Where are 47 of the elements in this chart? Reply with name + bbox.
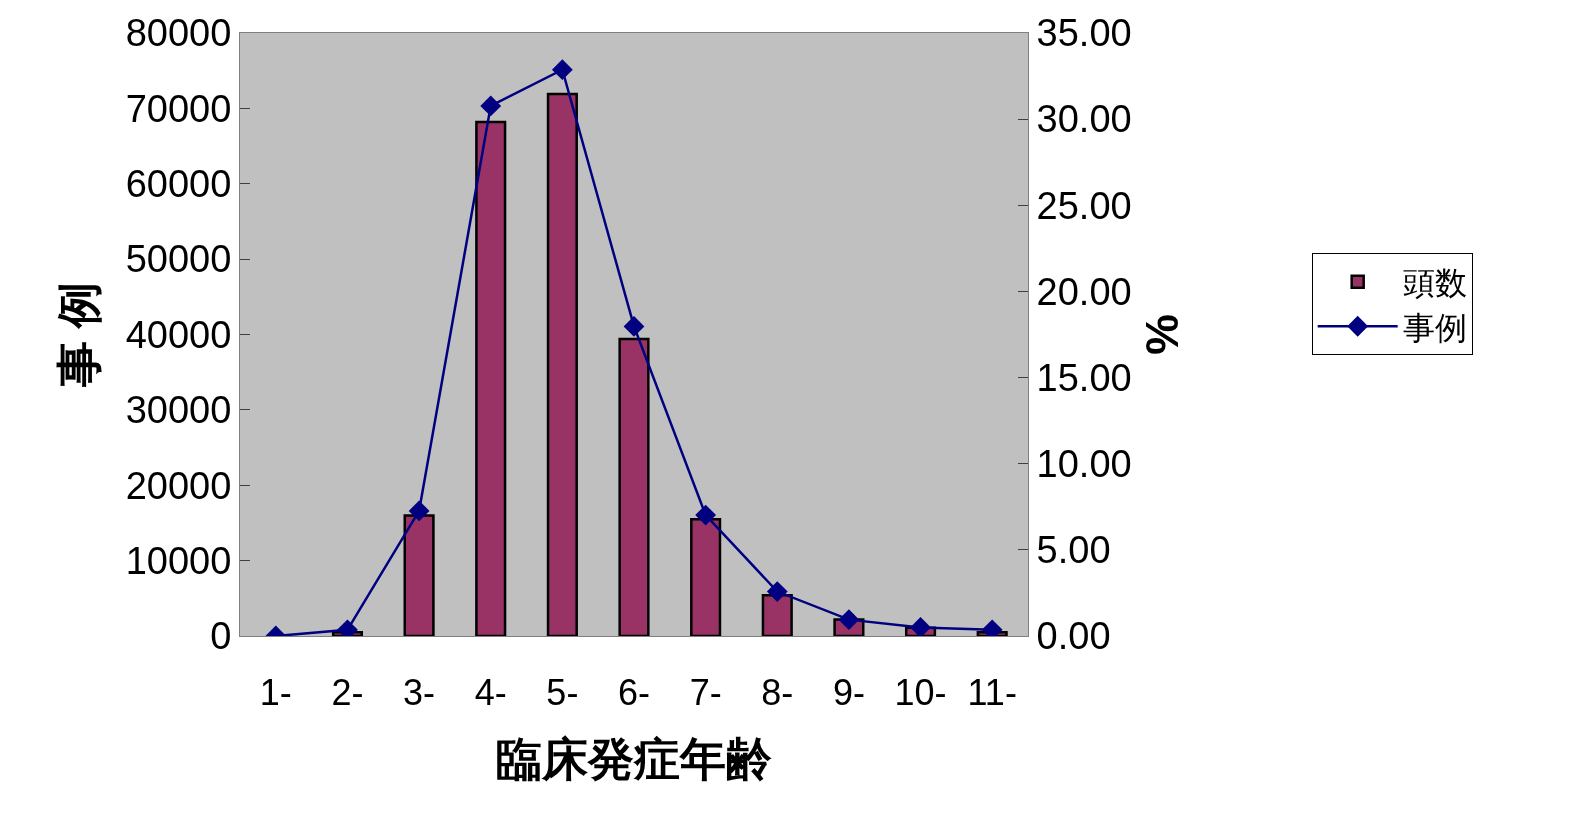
bar <box>546 92 578 636</box>
bar <box>618 337 650 636</box>
point <box>766 581 788 602</box>
bar <box>690 517 722 636</box>
y-tick-label: 30000 <box>125 389 232 432</box>
x-tick-label: 6- <box>617 672 651 714</box>
x-tick-label: 4- <box>474 672 507 714</box>
point <box>695 504 717 526</box>
y-tick-label: 70000 <box>125 87 232 130</box>
legend-label: 頭数 <box>1402 265 1467 302</box>
y-tick-label: 20000 <box>125 464 232 507</box>
x-tick-label: 5- <box>546 672 579 714</box>
y-tick-label: 60000 <box>125 163 232 206</box>
x-tick-label: 10- <box>894 672 947 714</box>
y2-tick-label: 35.00 <box>1036 12 1132 55</box>
x-tick-label: 2- <box>331 672 364 714</box>
y-tick-label: 10000 <box>125 539 232 582</box>
point <box>623 316 645 337</box>
y2-tick-label: 20.00 <box>1036 270 1132 313</box>
y2-tick-label: 10.00 <box>1036 443 1132 486</box>
point <box>480 95 502 117</box>
y2-tick-label: 15.00 <box>1036 356 1132 399</box>
bar <box>403 514 435 636</box>
y2-tick-label: 25.00 <box>1036 184 1132 227</box>
bar <box>761 594 793 636</box>
y-tick-label: 40000 <box>125 313 232 356</box>
legend-label: 事例 <box>1402 309 1467 346</box>
point <box>408 500 430 522</box>
x-tick-label: 3- <box>403 672 436 714</box>
x-tick-label: 7- <box>689 672 722 714</box>
point <box>551 59 573 81</box>
y-tick-label: 50000 <box>125 238 232 281</box>
y-axis-title: 事 例 <box>53 282 106 388</box>
bar <box>475 120 507 636</box>
x-axis-title: 臨床発症年齢 <box>496 732 772 785</box>
point <box>910 616 931 636</box>
y2-tick-label: 30.00 <box>1036 98 1132 141</box>
x-tick-label: 9- <box>832 672 865 714</box>
point <box>838 609 860 631</box>
y2-tick-label: 0.00 <box>1036 615 1111 658</box>
y-tick-label: 0 <box>210 615 232 658</box>
y-tick-label: 80000 <box>125 12 232 55</box>
y2-tick-label: 5.00 <box>1036 529 1111 572</box>
x-tick-label: 1- <box>259 672 292 714</box>
x-tick-label: 8- <box>761 672 794 714</box>
x-tick-label: 11- <box>967 672 1017 714</box>
y2-axis-title: % <box>1136 314 1189 355</box>
